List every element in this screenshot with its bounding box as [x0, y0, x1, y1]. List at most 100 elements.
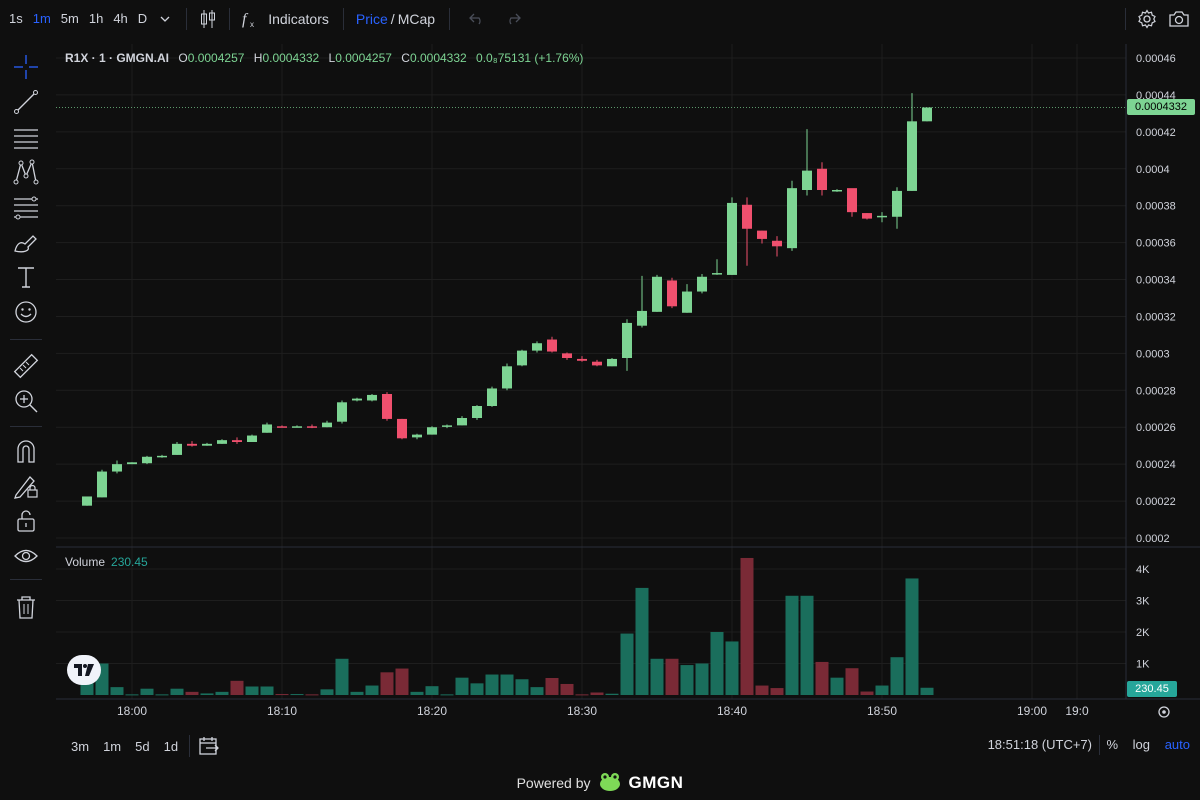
candlestick-chart[interactable]: 0.00046 0.00044 0.00042 0.0004 0.00038 0.0003… [56, 44, 1200, 734]
price-tick-label: 0.0002 [1136, 533, 1170, 545]
timeframe-4h[interactable]: 4h [113, 11, 128, 26]
volume-tick-label: 1K [1136, 659, 1150, 671]
clock-timezone[interactable]: 18:51:18 (UTC+7) [987, 737, 1092, 752]
candle-body [232, 440, 242, 442]
volume-bar [665, 658, 679, 695]
volume-bar [290, 694, 304, 696]
volume-bar [140, 688, 154, 695]
lock-drawing-icon[interactable] [11, 471, 41, 501]
time-tick-label: 18:20 [417, 704, 447, 718]
volume-bar [245, 686, 259, 695]
unlock-icon[interactable] [11, 506, 41, 536]
volume-bar [215, 691, 229, 695]
candle-body [607, 358, 617, 367]
chevron-down-icon[interactable] [152, 4, 178, 34]
candle-body [592, 361, 602, 366]
auto-scale-toggle[interactable]: auto [1164, 737, 1190, 752]
candle-body [142, 456, 152, 464]
volume-value: 230.45 [111, 555, 148, 569]
chart-area[interactable]: 0.00046 0.00044 0.00042 0.0004 0.00038 0.0003… [56, 44, 1200, 734]
volume-bar [845, 668, 859, 695]
volume-bar [890, 657, 904, 695]
toolbar-divider [1125, 8, 1126, 30]
trend-line-icon[interactable] [11, 87, 41, 117]
close-label: C [401, 51, 410, 65]
mcap-option[interactable]: MCap [397, 11, 436, 27]
toolbar-divider [10, 339, 42, 340]
timeframe-d[interactable]: D [137, 11, 148, 26]
calendar-goto-icon[interactable] [196, 731, 222, 761]
emoji-icon[interactable] [11, 297, 41, 327]
timeframe-1m[interactable]: 1m [32, 11, 51, 26]
candle-body [382, 394, 392, 419]
zoom-in-icon[interactable] [11, 386, 41, 416]
timeframe-1h[interactable]: 1h [88, 11, 104, 26]
range-5d[interactable]: 5d [135, 738, 150, 754]
undo-icon[interactable] [464, 4, 490, 34]
low-value: 0.0004257 [335, 51, 392, 65]
price-tick-label: 0.00026 [1136, 422, 1176, 434]
volume-bar [335, 658, 349, 695]
percent-scale-toggle[interactable]: % [1106, 737, 1118, 752]
volume-label[interactable]: Volume [65, 555, 106, 569]
price-tick-label: 0.00038 [1136, 201, 1176, 213]
svg-text:x: x [250, 20, 254, 29]
candle-body [427, 427, 437, 435]
symbol-title[interactable]: R1X · 1 · GMGN.AI [65, 51, 170, 65]
candle-body [292, 426, 302, 428]
camera-icon[interactable] [1166, 4, 1192, 34]
price-option[interactable]: Price [355, 11, 388, 27]
brush-icon[interactable] [11, 227, 41, 257]
candles-icon[interactable] [195, 4, 221, 34]
ruler-icon[interactable] [11, 351, 41, 381]
volume-bar [680, 665, 694, 695]
candle-body [397, 418, 407, 439]
range-1m[interactable]: 1m [103, 738, 122, 754]
volume-tick-label: 2K [1136, 627, 1150, 639]
horizontal-lines-icon[interactable] [11, 122, 41, 152]
candle-body [772, 240, 782, 247]
candle-body [247, 435, 257, 442]
scale-settings-icon[interactable] [1158, 706, 1170, 718]
volume-bar [695, 663, 709, 695]
price-tick-label: 0.00024 [1136, 459, 1176, 471]
settings-gear-icon[interactable] [1134, 4, 1160, 34]
eye-icon[interactable] [11, 541, 41, 571]
range-3m[interactable]: 3m [71, 738, 90, 754]
price-mcap-toggle[interactable]: Price / MCap [356, 11, 435, 27]
timeframe-1s[interactable]: 1s [9, 11, 23, 26]
indicators-button[interactable]: Indicators [268, 11, 329, 27]
volume-bar [905, 578, 919, 695]
crosshair-icon[interactable] [11, 52, 41, 82]
volume-bar [350, 691, 364, 695]
last-price-tag: 0.0004332 [1127, 99, 1195, 115]
toolbar-divider [186, 8, 188, 30]
pattern-icon[interactable] [11, 157, 41, 187]
volume-bar [605, 693, 619, 695]
log-scale-toggle[interactable]: log [1132, 737, 1150, 752]
volume-bar [410, 691, 424, 695]
candle-body [457, 418, 467, 426]
timeframe-5m[interactable]: 5m [60, 11, 79, 26]
toolbar-divider [10, 426, 42, 427]
candle-body [112, 464, 122, 472]
open-value: 0.0004257 [187, 51, 245, 65]
candle-body [847, 188, 857, 213]
gmgn-brand[interactable]: GMGN [628, 772, 684, 792]
tradingview-logo[interactable] [67, 655, 101, 685]
time-tick-label: 18:40 [717, 704, 747, 718]
time-tick-label: 18:00 [117, 704, 147, 718]
fib-retracement-icon[interactable] [11, 192, 41, 222]
volume-bar [455, 677, 469, 695]
gmgn-logo-icon [597, 770, 623, 795]
range-1d[interactable]: 1d [163, 738, 179, 754]
volume-bar [725, 641, 739, 695]
volume-bar [320, 689, 334, 695]
candle-body [307, 426, 317, 428]
magnet-icon[interactable] [11, 436, 41, 466]
redo-icon[interactable] [500, 4, 526, 34]
trash-icon[interactable] [11, 592, 41, 622]
text-tool-icon[interactable] [11, 262, 41, 292]
volume-bar [230, 680, 244, 695]
